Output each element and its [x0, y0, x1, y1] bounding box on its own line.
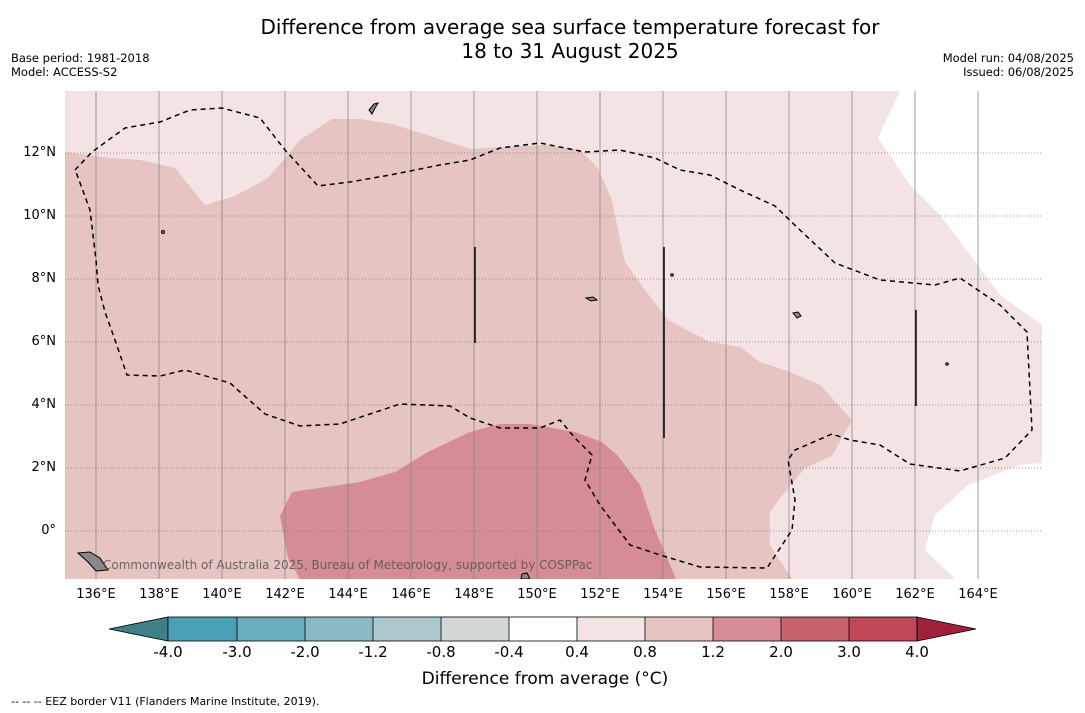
colorbar-over-arrow	[916, 616, 977, 642]
colorbar-tick-label: 0.4	[565, 643, 589, 661]
longitude-label: 148°E	[454, 587, 494, 602]
colorbar-segment	[237, 617, 305, 641]
colorbar-segment	[305, 617, 373, 641]
parallel-lines	[65, 152, 1042, 532]
latitude-label: 10°N	[23, 208, 56, 223]
colorbar-title: Difference from average (°C)	[421, 669, 669, 689]
colorbar-segment	[781, 617, 849, 641]
model-text: Model: ACCESS-S2	[11, 65, 118, 79]
colorbar-tick-label: -3.0	[222, 643, 252, 661]
longitude-label: 156°E	[706, 587, 746, 602]
colorbar	[108, 616, 977, 642]
anomaly-band-1.2-2.0	[280, 424, 676, 579]
longitude-label: 160°E	[832, 587, 872, 602]
latitude-label: 8°N	[31, 271, 57, 286]
colorbar-segment	[577, 617, 645, 641]
latitude-label: 0°	[41, 523, 56, 538]
latitude-label: 4°N	[31, 397, 57, 412]
colorbar-segment	[441, 617, 509, 641]
maritime-boundary-lines	[474, 247, 917, 438]
colorbar-tick-label: 2.0	[769, 643, 793, 661]
map-title-line-2: 18 to 31 August 2025	[461, 39, 679, 63]
anomaly-band-0.8-1.2	[65, 119, 852, 579]
latitude-label: 12°N	[23, 145, 56, 160]
copyright-credit: Commonwealth of Australia 2025, Bureau o…	[103, 558, 593, 572]
colorbar-segment	[168, 617, 237, 641]
colorbar-segment	[509, 617, 577, 641]
base-period-text: Base period: 1981-2018	[11, 51, 150, 65]
longitude-label: 164°E	[958, 587, 998, 602]
colorbar-tick-label: 1.2	[701, 643, 725, 661]
eez-borders	[74, 107, 1033, 569]
colorbar-tick-label: -4.0	[153, 643, 183, 661]
latitude-label: 2°N	[31, 460, 57, 475]
meridian-lines	[95, 91, 979, 579]
eez-legend-note: -- -- -- EEZ border V11 (Flanders Marine…	[11, 695, 320, 708]
near-average-region-north	[878, 91, 1042, 325]
map-plot-area	[65, 91, 1042, 579]
longitude-label: 140°E	[202, 587, 242, 602]
longitude-label: 154°E	[643, 587, 683, 602]
colorbar-tick-label: -1.2	[358, 643, 388, 661]
near-average-region-south	[925, 463, 1042, 579]
colorbar-segment	[373, 617, 441, 641]
colorbar-segment	[713, 617, 781, 641]
longitude-label: 144°E	[328, 587, 368, 602]
colorbar-tick-label: 4.0	[905, 643, 929, 661]
colorbar-outline	[167, 616, 918, 642]
colorbar-tick-label: -2.0	[290, 643, 320, 661]
longitude-label: 146°E	[391, 587, 431, 602]
colorbar-tick-label: 3.0	[837, 643, 861, 661]
colorbar-tick-label: -0.8	[426, 643, 456, 661]
latitude-label: 6°N	[31, 334, 57, 349]
model-run-text: Model run: 04/08/2025	[942, 51, 1074, 65]
colorbar-tick-label: 0.8	[633, 643, 657, 661]
issued-text: Issued: 06/08/2025	[963, 65, 1074, 79]
longitude-label: 138°E	[139, 587, 179, 602]
map-title-line-1: Difference from average sea surface temp…	[260, 15, 880, 39]
islands	[76, 102, 949, 579]
colorbar-segment	[645, 617, 713, 641]
colorbar-tick-label: -0.4	[494, 643, 524, 661]
longitude-label: 158°E	[769, 587, 809, 602]
longitude-label: 142°E	[265, 587, 305, 602]
longitude-label: 136°E	[76, 587, 116, 602]
longitude-label: 150°E	[517, 587, 557, 602]
colorbar-segment	[849, 617, 917, 641]
longitude-label: 152°E	[580, 587, 620, 602]
longitude-label: 162°E	[895, 587, 935, 602]
colorbar-under-arrow	[108, 616, 169, 642]
